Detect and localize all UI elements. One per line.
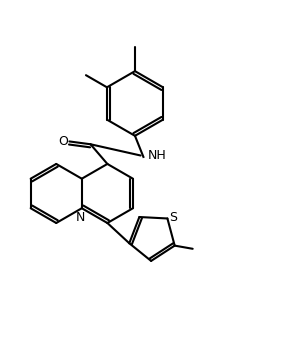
Text: NH: NH	[148, 149, 166, 162]
Text: O: O	[58, 135, 68, 148]
Text: N: N	[76, 211, 85, 224]
Text: S: S	[169, 210, 177, 224]
